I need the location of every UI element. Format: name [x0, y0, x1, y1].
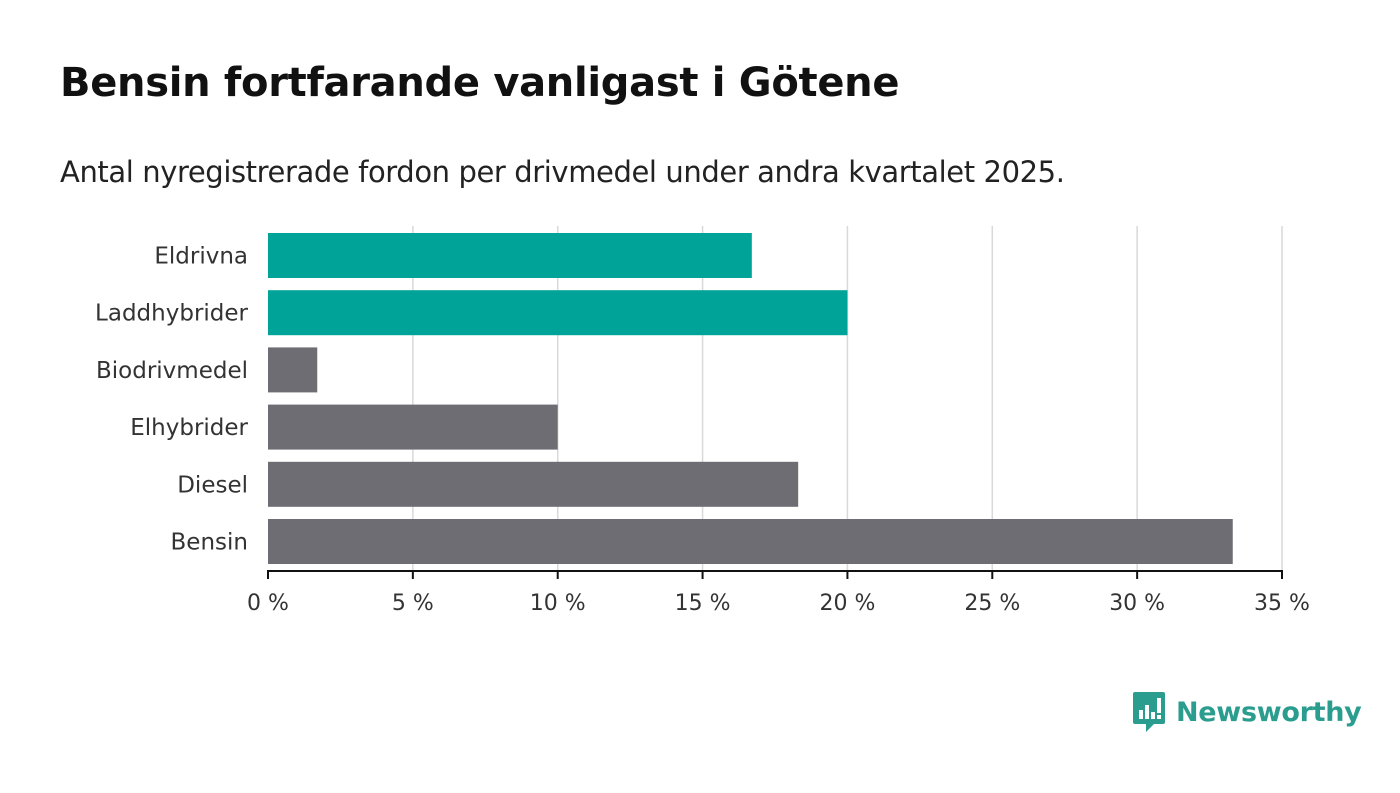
x-tick-label-7: 35 %: [1254, 591, 1310, 616]
x-tick-label-6: 30 %: [1109, 591, 1165, 616]
chart-subtitle: Antal nyregistrerade fordon per drivmede…: [60, 155, 1065, 189]
category-labels: Eldrivna Laddhybrider Biodrivmedel Elhybrid…: [95, 244, 248, 556]
category-label-diesel: Diesel: [177, 472, 248, 498]
bar-laddhybrider: [268, 290, 848, 336]
x-tick-label-0: 0 %: [247, 591, 289, 616]
brand-name: Newsworthy: [1176, 696, 1362, 728]
bar-bensin: [268, 519, 1233, 564]
category-label-bensin: Bensin: [171, 530, 248, 556]
x-tick-label-5: 25 %: [964, 591, 1020, 616]
bar-diesel: [268, 461, 799, 507]
chart-title: Bensin fortfarande vanligast i Götene: [60, 60, 900, 106]
category-label-elhybrider: Elhybrider: [130, 415, 248, 441]
bar-biodrivmedel: [268, 347, 318, 393]
bars: [268, 233, 1233, 564]
gridlines: [412, 226, 1283, 571]
x-tick-label-4: 20 %: [819, 591, 875, 616]
category-label-eldrivna: Eldrivna: [154, 244, 248, 270]
bar-chart-speech-bubble-icon: [1133, 692, 1165, 732]
x-tick-label-1: 5 %: [392, 591, 434, 616]
bar-eldrivna: [268, 233, 752, 278]
category-label-biodrivmedel: Biodrivmedel: [96, 358, 248, 384]
x-tick-label-2: 10 %: [530, 591, 586, 616]
bar-chart: Eldrivna Laddhybrider Biodrivmedel Elhybrid…: [95, 226, 1310, 616]
brand-logo: Newsworthy: [1132, 690, 1362, 734]
bar-elhybrider: [268, 404, 558, 450]
x-tick-label-3: 15 %: [675, 591, 731, 616]
category-label-laddhybrider: Laddhybrider: [95, 301, 248, 327]
x-axis: 0 % 5 % 10 % 15 % 20 % 25 % 30 % 35 %: [247, 570, 1310, 616]
